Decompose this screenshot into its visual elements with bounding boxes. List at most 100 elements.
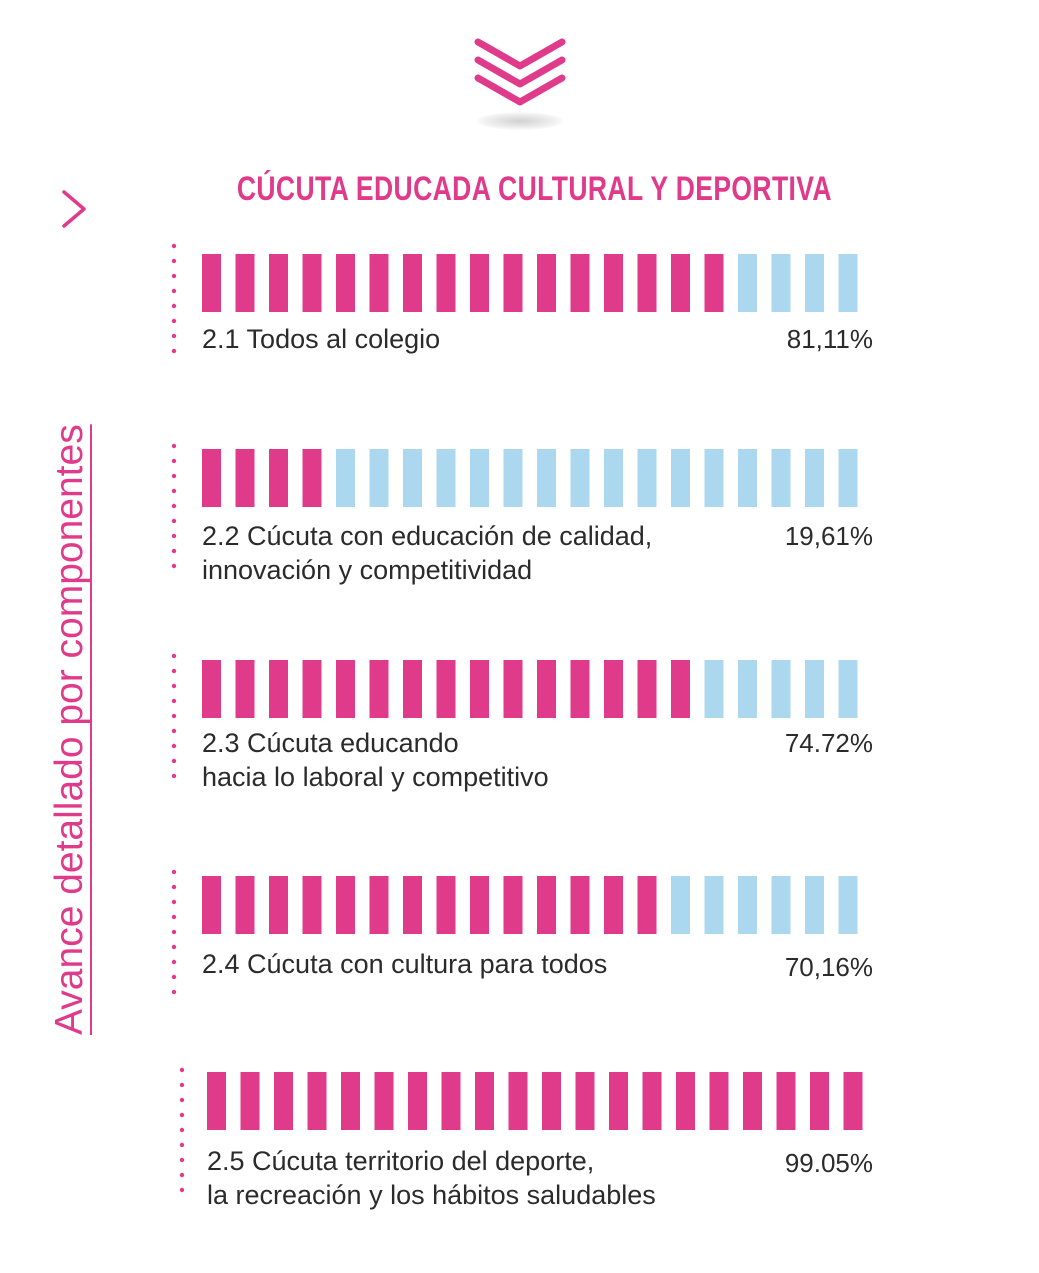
bar-segment-filled (274, 1072, 293, 1130)
bar-segment-empty (671, 876, 690, 934)
bar-segment-filled (470, 876, 489, 934)
category-label: 2.3 Cúcuta educando hacia lo laboral y co… (202, 726, 549, 794)
bar-segment-filled (604, 876, 623, 934)
bar-segment-filled (369, 254, 389, 312)
row-marker-dot (171, 959, 177, 965)
bar-segment-filled (336, 660, 355, 718)
bar-segment-empty (838, 254, 858, 312)
bar-segment-filled (642, 1072, 662, 1130)
row-marker-dot (171, 989, 177, 995)
bar-segment-empty (838, 449, 858, 507)
bar-segment-filled (269, 876, 288, 934)
bar-segment-filled (403, 254, 422, 312)
bar-segment-filled (240, 1072, 260, 1130)
row-marker-dot (179, 1067, 185, 1073)
bar-segment-filled (403, 660, 422, 718)
bar-segment-filled (503, 254, 523, 312)
bar-segment-filled (604, 254, 623, 312)
bar-segment-filled (269, 449, 288, 507)
bar-segment-filled (704, 254, 724, 312)
category-label-line: innovación y competitividad (202, 555, 533, 585)
bar-segment-filled (436, 876, 456, 934)
bar-segment-filled (202, 254, 221, 312)
row-marker-dot (171, 728, 177, 734)
bar-segment-filled (542, 1072, 561, 1130)
row-marker-dot (171, 653, 177, 659)
bar-segment-empty (771, 449, 791, 507)
category-label-line: 2.5 Cúcuta territorio del deporte, (207, 1146, 595, 1176)
row-marker-dot (171, 533, 177, 539)
bar-segment-filled (843, 1072, 863, 1130)
row-marker-dot (171, 668, 177, 674)
row-marker-dot (171, 914, 177, 920)
bar-segment-filled (470, 660, 489, 718)
bar-segment-filled (637, 254, 657, 312)
chevron-right-icon (62, 190, 86, 228)
row-marker-dot (171, 488, 177, 494)
bar-segment-filled (341, 1072, 360, 1130)
row-marker-dot (171, 899, 177, 905)
category-label: 2.1 Todos al colegio (202, 322, 440, 356)
chart-title: CÚCUTA EDUCADA CULTURAL Y DEPORTIVA (236, 170, 832, 208)
bar-segment-empty (838, 660, 858, 718)
bar-segment-filled (503, 876, 523, 934)
row-marker-dot (171, 698, 177, 704)
bar-segment-filled (202, 449, 221, 507)
row-marker-dot (179, 1157, 185, 1163)
row-marker-dot (171, 503, 177, 509)
category-label: 2.4 Cúcuta con cultura para todos (202, 947, 607, 981)
bar-segment-empty (771, 254, 791, 312)
row-marker-dot (171, 563, 177, 569)
value-label: 74.72% (784, 728, 873, 758)
bar-segment-filled (302, 660, 322, 718)
bar-segment-filled (537, 254, 556, 312)
bar-segment-filled (508, 1072, 528, 1130)
row-marker-dot (171, 273, 177, 279)
row-marker-dot (171, 443, 177, 449)
row-marker-dot (171, 473, 177, 479)
bar-segment-filled (403, 876, 422, 934)
bar-segment-empty (537, 449, 556, 507)
bar-segment-filled (470, 254, 489, 312)
bar-segment-filled (609, 1072, 628, 1130)
bar-segment-filled (202, 876, 221, 934)
category-label-line: 2.1 Todos al colegio (202, 324, 441, 354)
category-label-line: 2.3 Cúcuta educando (202, 728, 459, 758)
bar-segment-filled (604, 660, 623, 718)
bar-segment-empty (403, 449, 422, 507)
bar-segment-empty (771, 876, 791, 934)
bar-segment-empty (805, 660, 824, 718)
row-marker-dot (179, 1097, 185, 1103)
bar-segment-empty (704, 876, 724, 934)
triple-chevron-down-icon (474, 38, 566, 106)
category-label-line: hacia lo laboral y competitivo (202, 762, 549, 792)
bar-segment-empty (738, 449, 757, 507)
row-marker-dot (171, 743, 177, 749)
row-marker-dot (171, 713, 177, 719)
category-label: 2.5 Cúcuta territorio del deporte, la rec… (207, 1144, 656, 1212)
bar-segment-filled (503, 660, 523, 718)
value-label: 19,61% (784, 521, 873, 551)
bar-segment-filled (408, 1072, 427, 1130)
row-marker-dot (171, 333, 177, 339)
bar-segment-filled (570, 876, 590, 934)
value-label: 99.05% (784, 1148, 873, 1178)
bar-segment-filled (570, 660, 590, 718)
bar-segment-filled (302, 449, 322, 507)
row-marker-dot (171, 929, 177, 935)
bar-segment-filled (575, 1072, 595, 1130)
bar-segment-empty (369, 449, 389, 507)
bar-segment-filled (441, 1072, 461, 1130)
bar-segment-filled (537, 660, 556, 718)
row-marker-dot (171, 773, 177, 779)
bar-segment-empty (805, 254, 824, 312)
row-marker-dot (179, 1187, 185, 1193)
row-marker-dot (171, 348, 177, 354)
bar-segment-empty (738, 876, 757, 934)
value-label: 70,16% (784, 952, 873, 982)
row-marker-dot (179, 1172, 185, 1178)
chevron-shadow (476, 112, 564, 130)
value-label: 81,11% (786, 324, 873, 354)
